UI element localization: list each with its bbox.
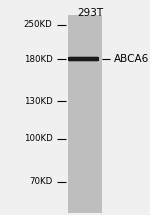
Text: 70KD: 70KD: [29, 177, 52, 186]
Text: 130KD: 130KD: [24, 97, 52, 106]
Bar: [69, 56, 98, 57]
Text: 180KD: 180KD: [24, 55, 52, 64]
Bar: [69, 61, 98, 62]
Bar: [69, 56, 98, 57]
Text: 100KD: 100KD: [24, 134, 52, 143]
Bar: [68, 15, 102, 213]
Text: ABCA6: ABCA6: [114, 54, 149, 64]
Text: 250KD: 250KD: [24, 20, 52, 29]
Text: 293T: 293T: [77, 8, 103, 18]
Bar: [68, 57, 99, 61]
Bar: [69, 61, 98, 62]
